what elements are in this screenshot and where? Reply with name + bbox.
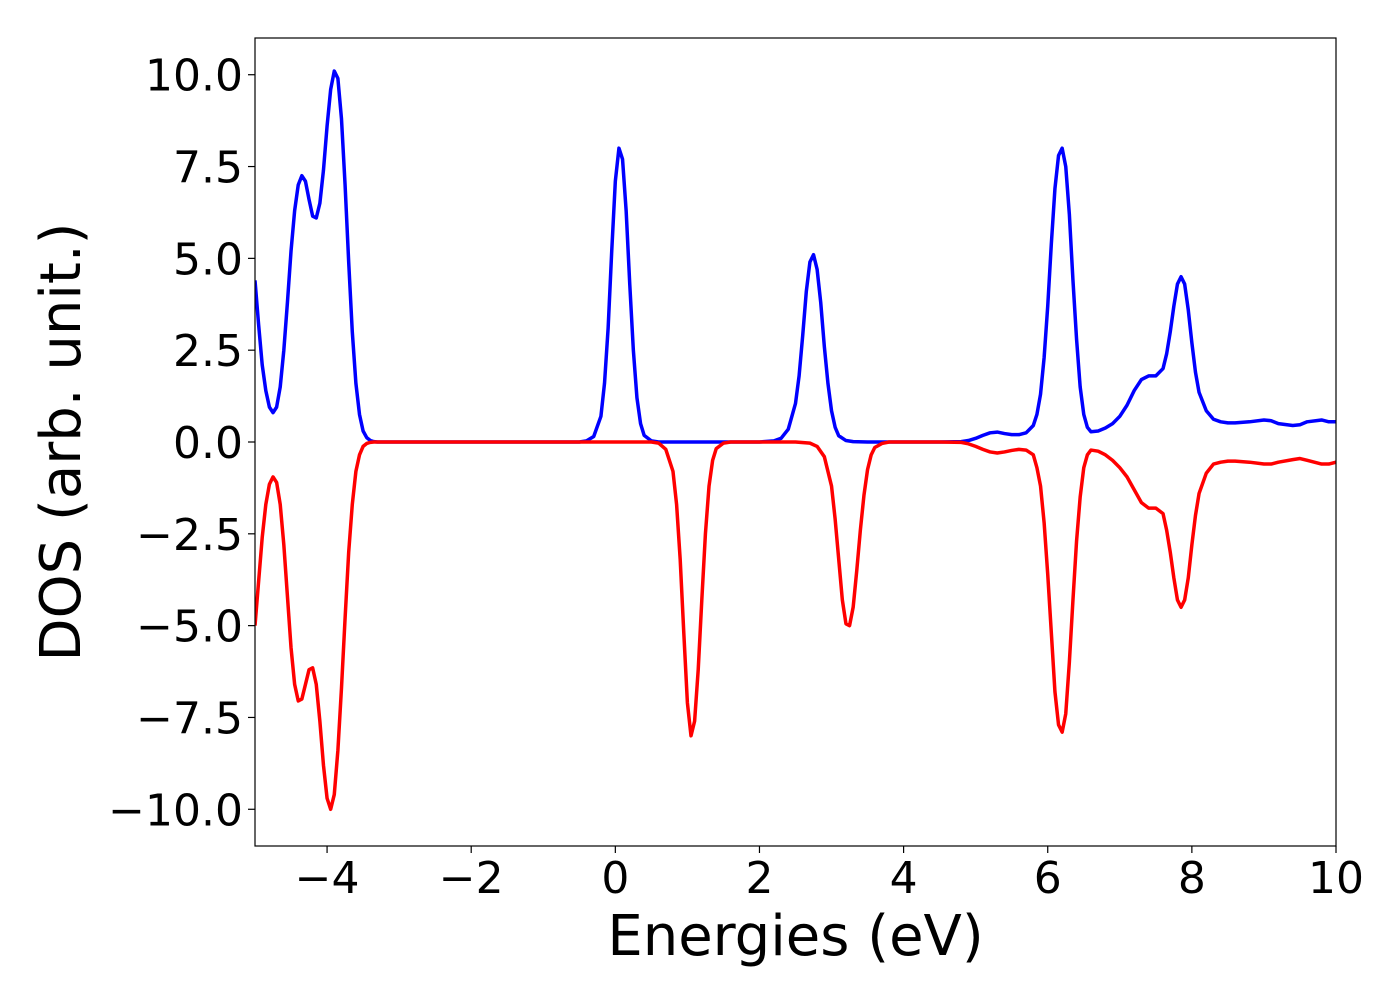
- y-tick-label: 0.0: [173, 418, 243, 469]
- y-tick-label: −7.5: [136, 693, 243, 744]
- x-tick-label: 8: [1178, 853, 1206, 904]
- x-tick-label: 2: [745, 853, 773, 904]
- x-tick-label: 4: [890, 853, 918, 904]
- y-tick-label: −2.5: [136, 510, 243, 561]
- y-tick-label: −5.0: [136, 602, 243, 653]
- x-axis-label: Energies (eV): [607, 904, 983, 969]
- y-axis-label: DOS (arb. unit.): [29, 222, 94, 661]
- plot-area: [255, 69, 1336, 812]
- x-tick-label: 6: [1034, 853, 1062, 904]
- y-tick-label: 5.0: [173, 234, 243, 285]
- y-tick-label: −10.0: [108, 785, 243, 836]
- x-tick-label: −4: [295, 853, 360, 904]
- x-tick-label: −2: [439, 853, 504, 904]
- y-tick-label: 10.0: [145, 51, 243, 102]
- series-line-2: [255, 440, 1336, 812]
- plot-frame: [254, 37, 1337, 847]
- series-line-1: [255, 69, 1336, 444]
- y-tick-label: 7.5: [173, 143, 243, 194]
- x-axis-ticks: −4 −2 0 2 4 6 8 10: [295, 846, 1364, 904]
- y-axis-ticks: 10.0 7.5 5.0 2.5 0.0 −2.5 −5.0 −7.5 −10.0: [108, 51, 255, 836]
- x-tick-label: 10: [1308, 853, 1364, 904]
- x-tick-label: 0: [601, 853, 629, 904]
- y-tick-label: 2.5: [173, 326, 243, 377]
